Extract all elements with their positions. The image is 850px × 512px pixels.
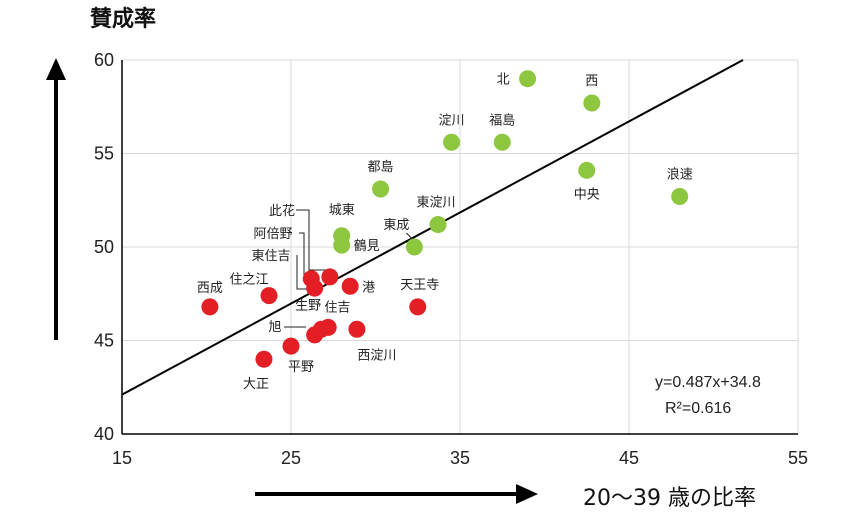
x-axis-title: 20〜39 歳の比率: [583, 486, 756, 511]
leader-此花: [296, 209, 330, 271]
label-阿倍野: 阿倍野: [253, 227, 292, 242]
label-東成: 東成: [383, 217, 409, 233]
x-tick-label: 35: [450, 448, 470, 468]
x-direction-arrow: [255, 484, 538, 504]
axes: 15 25 35 45 55 40 45 50 55 60: [94, 50, 808, 468]
y-direction-arrow: [46, 58, 66, 340]
point-東淀川: [429, 216, 447, 234]
label-城東: 城東: [329, 202, 355, 218]
y-axis-title: 賛成率: [90, 6, 156, 32]
label-此花: 此花: [269, 203, 295, 219]
label-中央: 中央: [574, 187, 600, 202]
point-淀川: [443, 133, 461, 151]
point-旭: [306, 326, 324, 344]
point-西成: [201, 298, 219, 316]
label-平野: 平野: [288, 360, 314, 375]
label-西淀川: 西淀川: [357, 348, 396, 363]
point-東成: [405, 238, 423, 256]
label-旭: 旭: [268, 320, 281, 335]
label-都島: 都島: [368, 160, 394, 175]
point-天王寺: [409, 298, 427, 316]
regression-equation: y=0.487x+34.8: [655, 374, 761, 391]
label-北: 北: [497, 73, 510, 88]
point-北: [519, 70, 537, 88]
x-tick-label: 45: [619, 448, 639, 468]
x-tick-label: 55: [788, 448, 808, 468]
point-西: [583, 94, 601, 112]
point-中央: [578, 161, 596, 179]
label-東淀川: 東淀川: [417, 195, 456, 211]
label-西: 西: [585, 74, 598, 89]
point-西淀川: [348, 320, 366, 338]
label-鶴見: 鶴見: [354, 238, 380, 254]
x-tick-label: 25: [281, 448, 301, 468]
label-東住吉: 東住吉: [251, 248, 290, 264]
y-tick-label: 55: [94, 144, 114, 164]
point-浪速: [671, 188, 689, 206]
label-生野: 生野: [295, 298, 321, 313]
point-大正: [255, 350, 273, 368]
y-tick-label: 50: [94, 237, 114, 257]
r-squared: R²=0.616: [665, 400, 731, 417]
point-labels: 北西淀川 福島中央浪速都島東淀川城東鶴見東成此花阿倍野東住吉港住之江西成 天王寺生野…: [197, 73, 693, 393]
y-tick-label: 40: [94, 424, 114, 444]
label-住吉: 住吉: [324, 300, 350, 315]
label-淀川: 淀川: [439, 113, 465, 128]
label-福島: 福島: [489, 113, 515, 128]
y-tick-label: 60: [94, 50, 114, 70]
label-港: 港: [362, 280, 375, 295]
leader-東成: [406, 232, 413, 240]
data-points: [201, 70, 689, 368]
x-tick-label: 15: [112, 448, 132, 468]
y-tick-label: 45: [94, 331, 114, 351]
label-天王寺: 天王寺: [400, 278, 439, 293]
label-浪速: 浪速: [667, 168, 693, 183]
point-港: [341, 277, 359, 295]
point-平野: [282, 337, 300, 355]
point-此花: [321, 268, 339, 286]
point-住之江: [260, 287, 278, 305]
label-西成: 西成: [197, 281, 223, 296]
label-住之江: 住之江: [230, 273, 269, 288]
point-福島: [493, 133, 511, 151]
point-東住吉: [306, 279, 324, 297]
point-鶴見: [333, 236, 351, 254]
label-大正: 大正: [243, 377, 269, 392]
point-都島: [372, 180, 390, 198]
